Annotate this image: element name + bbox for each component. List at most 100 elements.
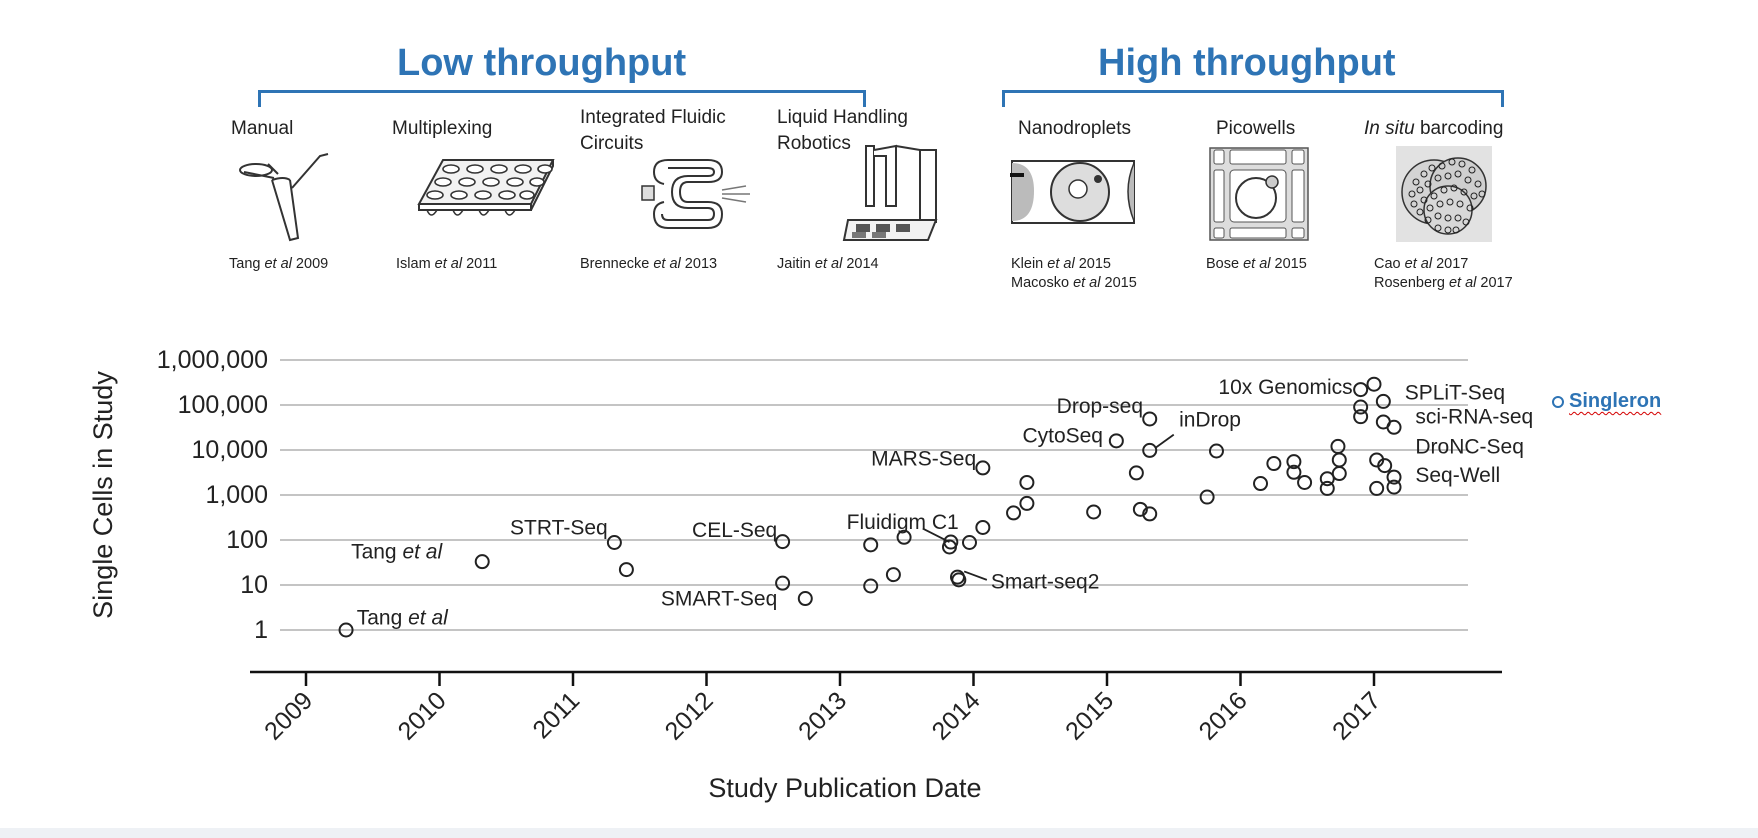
- point-annotation: Tang et al: [351, 541, 443, 564]
- data-point: [1253, 476, 1269, 492]
- liquid-handling-robot-icon: [842, 144, 938, 241]
- method-insitu-label: In situ barcoding: [1364, 118, 1504, 139]
- data-point: [1353, 409, 1369, 425]
- data-point: [1128, 465, 1144, 481]
- data-point: [896, 529, 912, 545]
- annotation-text: Smart-seq2: [991, 570, 1100, 593]
- cite-nanodroplets: Klein et al 2015 Macosko et al 2015: [1011, 256, 1137, 291]
- data-point: [1286, 464, 1302, 480]
- method-nanodroplets-label: Nanodroplets: [1018, 118, 1132, 139]
- annotation-italic-text: et al: [402, 541, 443, 564]
- data-point: [1006, 505, 1022, 521]
- annotation-leader-line: [1154, 433, 1175, 449]
- cite-manual: Tang et al 2009: [229, 256, 329, 272]
- annotation-text: SMART-Seq: [661, 588, 777, 611]
- annotation-leader-line: [963, 570, 988, 581]
- method-robotics-label: Liquid Handling Robotics: [777, 107, 908, 154]
- fluidic-circuit-icon: [641, 159, 750, 229]
- data-point: [1019, 495, 1035, 511]
- data-point: [1375, 393, 1391, 409]
- x-tick-label: 2010: [393, 686, 452, 745]
- method-picowells-label: Picowells: [1216, 118, 1296, 139]
- data-point: [885, 567, 901, 583]
- annotation-text: Seq-Well: [1415, 464, 1500, 487]
- annotation-text: STRT-Seq: [510, 516, 608, 539]
- data-point: [797, 591, 813, 607]
- legend-marker-icon: [1552, 395, 1564, 408]
- data-point: [1331, 466, 1347, 482]
- method-ifc-label: Integrated Fluidic Circuits: [580, 107, 726, 154]
- data-point: [1208, 443, 1224, 459]
- point-annotation: CytoSeq: [1022, 425, 1103, 448]
- picowell-icon: [1209, 147, 1309, 241]
- point-annotation: MARS-Seq: [871, 447, 976, 470]
- y-tick-label: 10,000: [192, 436, 268, 464]
- point-annotation: Seq-Well: [1415, 464, 1500, 487]
- data-point: [1142, 411, 1158, 427]
- cite-robotics: Jaitin et al 2014: [777, 256, 879, 272]
- data-point: [1108, 433, 1124, 449]
- y-tick-label: 1,000: [205, 481, 268, 509]
- data-point: [1142, 506, 1158, 522]
- data-point: [975, 519, 991, 535]
- x-tick-label: 2009: [259, 686, 318, 745]
- annotation-text: CytoSeq: [1022, 425, 1103, 448]
- x-tick-label: 2014: [927, 686, 986, 745]
- data-point: [1266, 456, 1282, 472]
- point-annotation: Drop-seq: [1057, 395, 1143, 418]
- point-annotation: SPLiT-Seq: [1405, 381, 1505, 404]
- data-point: [1353, 382, 1369, 398]
- data-point: [951, 572, 967, 588]
- point-annotation: SMART-Seq: [661, 588, 777, 611]
- low-throughput-bracket: [258, 90, 866, 107]
- data-point: [863, 578, 879, 594]
- cite-ifc: Brennecke et al 2013: [580, 256, 718, 272]
- data-point: [1142, 442, 1158, 458]
- x-tick-label: 2012: [660, 686, 719, 745]
- annotation-text: SPLiT-Seq: [1405, 381, 1505, 404]
- annotation-text: Drop-seq: [1057, 395, 1143, 418]
- high-throughput-bracket: [1002, 90, 1504, 107]
- data-point: [1286, 454, 1302, 470]
- data-point: [1132, 501, 1148, 517]
- data-point: [975, 460, 991, 476]
- high-throughput-title: High throughput: [1098, 42, 1396, 84]
- cite-multiplexing: Islam et al 2011: [396, 256, 498, 272]
- annotation-text: 10x Genomics: [1218, 376, 1352, 399]
- data-point: [1319, 471, 1335, 487]
- y-tick-label: 100: [226, 526, 268, 554]
- data-point: [1386, 469, 1402, 485]
- x-axis-label: Study Publication Date: [708, 773, 981, 803]
- x-tick-label: 2016: [1194, 686, 1253, 745]
- legend-label: Singleron: [1569, 390, 1662, 412]
- annotation-text: sci-RNA-seq: [1415, 406, 1533, 429]
- bottom-band: [0, 828, 1758, 838]
- annotation-text: Tang: [357, 606, 408, 629]
- data-point: [1386, 419, 1402, 435]
- data-point: [1319, 480, 1335, 496]
- annotation-text: CEL-Seq: [692, 519, 777, 542]
- y-tick-label: 10: [240, 571, 268, 599]
- y-tick-label: 100,000: [178, 391, 268, 419]
- point-annotation: CEL-Seq: [692, 519, 777, 542]
- y-tick-label: 1: [254, 616, 268, 644]
- data-point: [474, 554, 490, 570]
- method-manual-label: Manual: [231, 118, 294, 139]
- method-multiplexing-label: Multiplexing: [392, 118, 493, 139]
- x-tick-label: 2011: [527, 686, 585, 744]
- data-point: [1331, 452, 1347, 468]
- x-tick-label: 2013: [793, 686, 852, 745]
- pipette-tube-icon: [239, 153, 329, 242]
- nanodroplet-icon: [1010, 160, 1135, 224]
- data-point: [775, 575, 791, 591]
- x-tick-label: 2017: [1327, 686, 1386, 745]
- point-annotation: 10x Genomics: [1218, 376, 1352, 399]
- point-annotation: STRT-Seq: [510, 516, 608, 539]
- data-point: [1386, 479, 1402, 495]
- y-axis-label: Single Cells in Study: [88, 371, 118, 619]
- data-point: [1086, 504, 1102, 520]
- point-annotation: Fluidigm C1: [847, 511, 959, 534]
- insitu-barcoding-cells-icon: [1396, 146, 1492, 242]
- data-point: [1369, 480, 1385, 496]
- annotation-text: Tang: [351, 541, 402, 564]
